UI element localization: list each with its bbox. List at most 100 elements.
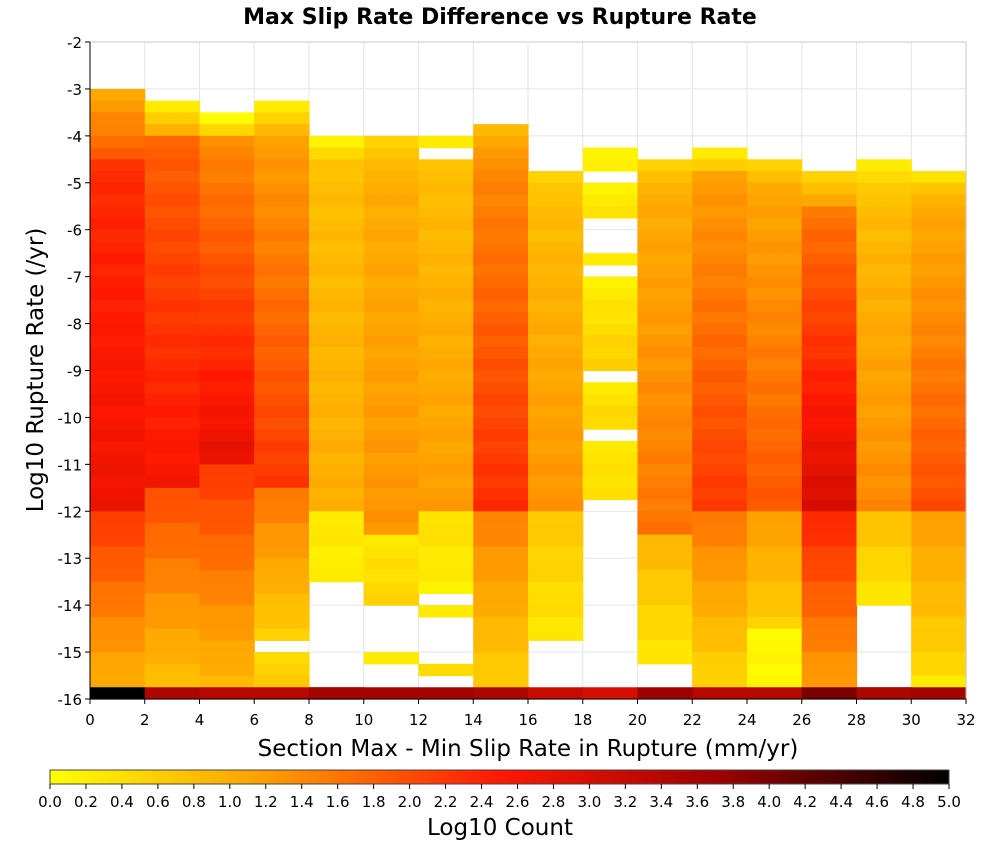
heatmap-cell [254,487,310,501]
heatmap-cell [911,429,967,442]
heatmap-cell [801,440,858,454]
heatmap-cell [199,147,255,160]
colorbar [49,769,950,785]
heatmap-cell [144,405,201,419]
heatmap-cell [637,288,693,301]
heatmap-cell [692,288,748,301]
heatmap-cell [144,558,201,571]
x-tick-label: 6 [249,711,259,729]
heatmap-cell [528,546,584,559]
heatmap-cell [254,347,310,360]
heatmap-cell [801,264,858,278]
heatmap-cell [528,569,584,583]
heatmap-cell [528,253,584,266]
heatmap-cell [309,276,365,289]
heatmap-cell [254,675,310,688]
heatmap-cell [801,581,858,595]
heatmap-cell [528,605,584,618]
heatmap-cell [856,429,912,442]
heatmap-cell [309,311,365,325]
heatmap-cell [254,112,310,125]
heatmap-cell [363,370,420,383]
heatmap-cell [309,323,365,336]
heatmap-cell [199,534,255,548]
heatmap-cell [801,253,858,266]
heatmap-cell [637,640,693,653]
heatmap-cell [637,523,693,536]
heatmap-cell [199,335,255,348]
heatmap-cell [90,675,146,688]
heatmap-cell [254,393,310,407]
heatmap-cell [692,147,748,160]
heatmap-cell [473,382,529,395]
y-tick-label: -10 [58,409,83,427]
heatmap-cell [582,300,639,313]
x-axis-ticks: 0 2 4 6 8 10 12 14 16 18 20 22 24 26 28 30 32 [85,699,976,729]
heatmap-cell [418,476,474,489]
heatmap-cell [637,476,693,489]
heatmap-cell [856,159,912,172]
heatmap-cell [801,323,858,336]
x-tick-label: 0 [85,711,95,729]
x-tick-label: 14 [464,711,483,729]
heatmap-cell [473,546,529,559]
heatmap-cell [911,264,967,278]
heatmap-cell [418,417,474,430]
y-tick-label: -6 [67,222,82,240]
heatmap-cell [473,358,529,372]
heatmap-cell [254,182,310,196]
heatmap-cell [692,206,748,219]
heatmap-cell [254,124,310,137]
heatmap-cell [199,476,255,489]
chart-title: Max Slip Rate Difference vs Rupture Rate [243,5,757,30]
heatmap-cell [254,616,310,630]
y-tick-label: -9 [67,363,82,381]
heatmap-cell [309,229,365,243]
heatmap-cell [692,159,748,172]
heatmap-cell [801,405,858,419]
heatmap-cell [856,405,912,419]
heatmap-cell [747,264,803,278]
heatmap-cell [747,382,803,395]
heatmap-cell [582,476,639,489]
heatmap-cell [90,217,146,231]
heatmap-cell [637,323,693,336]
heatmap-cell [363,241,420,254]
heatmap-cell [856,687,912,700]
heatmap-cell [856,264,912,278]
heatmap-cell [199,276,255,289]
heatmap-cell [911,523,967,536]
heatmap-cell [582,393,639,407]
heatmap-cell [528,194,584,207]
heatmap-cell [747,663,803,677]
heatmap-cell [637,546,693,559]
heatmap-cell [363,464,420,477]
heatmap-cell [309,452,365,465]
heatmap-cell [473,464,529,477]
colorbar-tick-label: 2.8 [542,793,566,811]
heatmap-cell [856,464,912,477]
heatmap-cell [637,382,693,395]
heatmap-cell [363,593,420,606]
heatmap-cell [747,241,803,254]
y-tick-label: -4 [67,128,82,146]
heatmap-cell [144,640,201,653]
heatmap-cell [90,135,146,149]
heatmap-cell [637,182,693,196]
heatmap-cell [90,88,146,102]
heatmap-cell [199,687,255,700]
x-tick-label: 22 [683,711,702,729]
heatmap-cell [856,393,912,407]
heatmap-cell [473,253,529,266]
heatmap-cell [418,311,474,325]
heatmap-cell [254,288,310,301]
colorbar-tick-label: 4.2 [793,793,817,811]
heatmap-cell [473,429,529,442]
heatmap-cell [363,569,420,583]
heatmap-cell [692,581,748,595]
heatmap-cell [473,569,529,583]
heatmap-cell [199,182,255,196]
heatmap-cell [747,217,803,231]
heatmap-cell [254,159,310,172]
heatmap-cell [418,405,474,419]
